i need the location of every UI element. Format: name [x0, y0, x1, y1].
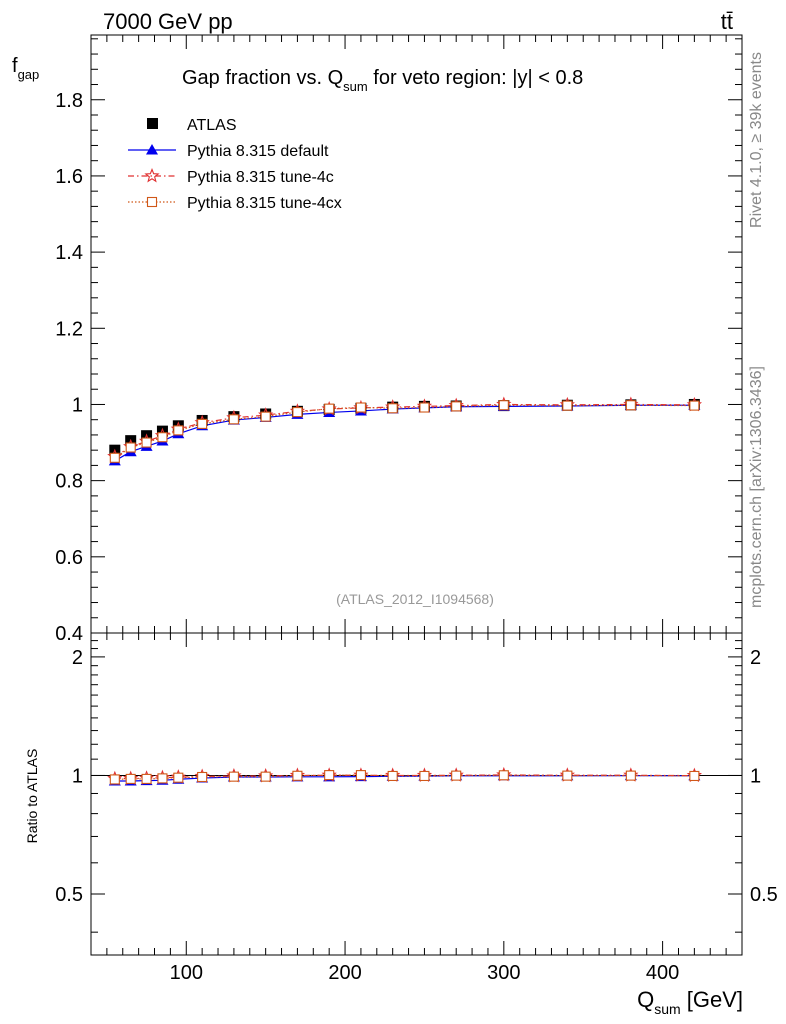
ratio-point-pythia-8-315-tune-4cx	[689, 770, 700, 782]
ratio-y-label: Ratio to ATLAS	[24, 749, 40, 844]
legend-label-default: Pythia 8.315 default	[187, 143, 329, 160]
main-point-pythia-8-315-tune-4cx	[125, 442, 136, 453]
main-line-pythia-8-315-tune-4c	[114, 403, 695, 458]
legend-entry-default: Pythia 8.315 default	[128, 143, 329, 160]
main-point-pythia-8-315-tune-4cx	[562, 400, 573, 411]
energy-label: 7000 GeV pp	[103, 9, 233, 34]
ratio-point-pythia-8-315-tune-4cx	[625, 770, 636, 781]
main-line-pythia-8-315-tune-4cx	[114, 404, 695, 459]
x-tick-label: 100	[170, 962, 203, 984]
ratio-point-pythia-8-315-tune-4cx	[387, 770, 398, 782]
ratio-point-pythia-8-315-tune-4cx	[141, 773, 152, 784]
legend-marker-tune4c	[144, 167, 160, 183]
main-point-pythia-8-315-tune-4cx	[260, 411, 271, 422]
ratio-point-pythia-8-315-tune-4cx	[109, 774, 120, 785]
x-tick-label: 400	[646, 962, 679, 984]
ratio-point-pythia-8-315-tune-4cx	[292, 770, 303, 781]
ratio-plot-area	[91, 766, 742, 786]
main-point-pythia-8-315-tune-4cx	[498, 400, 509, 411]
main-y-tick-label: 0.6	[55, 547, 83, 569]
main-point-pythia-8-315-tune-4cx	[451, 401, 462, 412]
ratio-y-tick-label-right: 1	[750, 765, 761, 787]
main-y-tick-label: 0.4	[55, 623, 83, 645]
axes: 0.4 0.6 0.8 1 1.2 1.4 1.6 1.8 100 200 300 400 0.5 0.5…	[55, 35, 778, 984]
x-tick-label: 200	[328, 962, 361, 984]
main-point-pythia-8-315-tune-4cx	[157, 432, 168, 443]
ratio-y-tick-label: 1	[72, 765, 83, 787]
ratio-point-pythia-8-315-tune-4cx	[260, 771, 271, 782]
main-point-pythia-8-315-tune-4cx	[228, 414, 239, 425]
x-axis-label: Qsum [GeV]	[637, 987, 743, 1017]
mcplots-label: mcplots.cern.ch [arXiv:1306.3436]	[748, 366, 765, 608]
main-y-tick-label: 0.8	[55, 471, 83, 493]
main-point-pythia-8-315-tune-4cx	[292, 407, 303, 418]
main-point-pythia-8-315-tune-4cx	[141, 437, 152, 448]
process-label: tt̄	[721, 9, 733, 34]
legend-label-atlas: ATLAS	[187, 117, 237, 134]
ratio-y-tick-label: 2	[72, 647, 83, 669]
legend-label-tune4c: Pythia 8.315 tune-4c	[187, 169, 334, 186]
main-plot-area	[107, 396, 702, 466]
ratio-point-pythia-8-315-tune-4cx	[173, 772, 184, 783]
main-y-tick-label: 1.2	[55, 318, 83, 340]
ratio-point-pythia-8-315-tune-4cx	[451, 770, 462, 781]
main-point-pythia-8-315-tune-4cx	[419, 402, 430, 413]
analysis-id: (ATLAS_2012_I1094568)	[336, 591, 494, 607]
ratio-point-pythia-8-315-tune-4cx	[355, 770, 366, 781]
legend-entry-tune4c: Pythia 8.315 tune-4c	[128, 167, 334, 186]
ratio-point-pythia-8-315-tune-4cx	[419, 770, 430, 782]
ratio-line-pythia-8-315-tune-4cx	[114, 774, 695, 781]
x-tick-label: 300	[487, 962, 520, 984]
main-y-tick-label: 1.6	[55, 166, 83, 188]
main-y-tick-label: 1.8	[55, 90, 83, 112]
ratio-point-pythia-8-315-tune-4cx	[498, 770, 509, 781]
main-point-pythia-8-315-tune-4cx	[324, 403, 335, 414]
main-line-pythia-8-315-default	[114, 404, 695, 462]
main-y-tick-label: 1.4	[55, 242, 83, 264]
legend-entry-atlas: ATLAS	[147, 117, 237, 134]
main-point-pythia-8-315-tune-4cx	[197, 418, 208, 429]
main-point-pythia-8-315-tune-4cx	[109, 452, 120, 463]
legend-entry-tune4cx: Pythia 8.315 tune-4cx	[128, 195, 342, 212]
main-title: Gap fraction vs. Qsum for veto region: |…	[182, 67, 583, 94]
ratio-y-tick-label: 0.5	[55, 884, 83, 906]
main-point-pythia-8-315-tune-4cx	[689, 400, 700, 411]
ratio-point-pythia-8-315-tune-4cx	[324, 770, 335, 781]
ratio-point-pythia-8-315-tune-4cx	[228, 771, 239, 782]
legend-marker-atlas	[147, 118, 158, 129]
main-point-pythia-8-315-tune-4cx	[173, 425, 184, 436]
ratio-y-tick-label-right: 2	[750, 647, 761, 669]
main-point-pythia-8-315-tune-4cx	[355, 402, 366, 413]
main-point-pythia-8-315-tune-4cx	[387, 403, 398, 414]
ratio-frame	[90, 632, 743, 956]
ratio-y-tick-label-right: 0.5	[750, 884, 778, 906]
legend-label-tune4cx: Pythia 8.315 tune-4cx	[187, 195, 342, 212]
legend-marker-tune4cx	[146, 196, 158, 208]
ratio-point-pythia-8-315-tune-4cx	[562, 770, 573, 781]
rivet-label: Rivet 4.1.0, ≥ 39k events	[748, 52, 765, 228]
legend-marker-default	[146, 144, 158, 155]
ratio-point-pythia-8-315-tune-4cx	[197, 771, 208, 783]
main-point-pythia-8-315-tune-4cx	[625, 400, 636, 411]
main-point-atlas	[156, 425, 168, 437]
legend: ATLAS Pythia 8.315 default Pythia 8.315 …	[128, 117, 342, 212]
ratio-point-pythia-8-315-tune-4cx	[157, 773, 168, 784]
main-y-tick-label: 1	[72, 394, 83, 416]
ratio-point-pythia-8-315-tune-4cx	[125, 773, 136, 784]
main-y-label: fgap	[12, 55, 39, 82]
